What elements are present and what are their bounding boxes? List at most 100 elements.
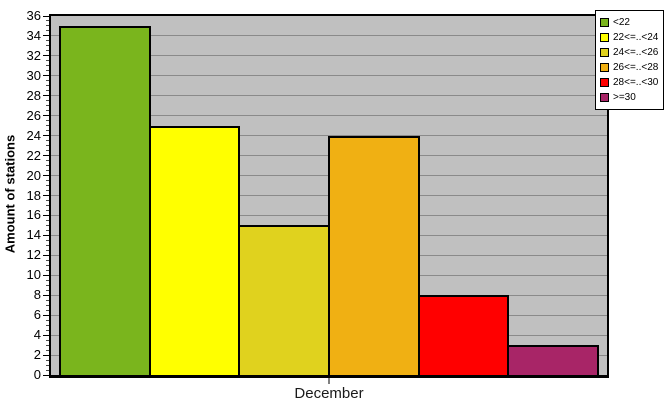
legend-label: 28<=..<30 bbox=[613, 77, 659, 88]
legend-swatch-icon bbox=[600, 93, 609, 102]
y-tick-label: 4 bbox=[33, 327, 41, 343]
legend-swatch-icon bbox=[600, 78, 609, 87]
y-tick-mark bbox=[43, 234, 49, 236]
y-tick-mark bbox=[43, 294, 49, 296]
y-minor-tick bbox=[46, 190, 49, 191]
legend: <22 22<=..<24 24<=..<26 26<=..<28 28<=..<30 >… bbox=[595, 10, 664, 110]
gridline bbox=[51, 135, 607, 137]
legend-item: >=30 bbox=[600, 90, 661, 105]
y-minor-tick bbox=[46, 244, 49, 246]
y-minor-tick bbox=[46, 289, 49, 291]
y-minor-tick bbox=[46, 209, 49, 211]
y-tick-label: 8 bbox=[33, 287, 41, 303]
y-minor-tick bbox=[46, 324, 49, 326]
y-minor-tick bbox=[46, 185, 49, 187]
y-minor-tick bbox=[46, 339, 49, 341]
y-tick-label: 18 bbox=[26, 187, 41, 203]
bar-26<=..<28 bbox=[328, 136, 420, 375]
y-minor-tick bbox=[46, 239, 49, 241]
y-minor-tick bbox=[46, 180, 49, 182]
gridline bbox=[51, 115, 607, 117]
y-minor-tick bbox=[46, 279, 49, 281]
legend-label: 24<=..<26 bbox=[613, 47, 659, 58]
y-minor-tick bbox=[46, 329, 49, 331]
y-tick-label: 12 bbox=[26, 247, 41, 263]
y-minor-tick bbox=[46, 229, 49, 231]
y-minor-tick bbox=[46, 100, 49, 102]
y-tick-mark bbox=[43, 35, 49, 37]
y-tick-label: 30 bbox=[26, 67, 41, 83]
y-tick-mark bbox=[43, 155, 49, 157]
legend-item: 26<=..<28 bbox=[600, 60, 661, 75]
y-minor-tick bbox=[46, 364, 49, 366]
y-minor-tick bbox=[46, 249, 49, 251]
y-minor-tick bbox=[46, 369, 49, 371]
y-tick-label: 32 bbox=[26, 47, 41, 63]
y-tick-mark bbox=[43, 314, 49, 316]
bar->=30 bbox=[507, 345, 600, 375]
gridline bbox=[51, 35, 607, 37]
legend-label: 26<=..<28 bbox=[613, 62, 659, 73]
y-minor-tick bbox=[46, 45, 49, 47]
y-minor-tick bbox=[46, 50, 49, 52]
y-tick-label: 22 bbox=[26, 147, 41, 163]
y-minor-tick bbox=[46, 359, 49, 361]
bar-28<=..<30 bbox=[417, 295, 510, 375]
y-minor-tick bbox=[46, 284, 49, 286]
y-tick-label: 26 bbox=[26, 107, 41, 123]
y-tick-mark bbox=[43, 214, 49, 216]
y-minor-tick bbox=[46, 90, 49, 92]
legend-item: 22<=..<24 bbox=[600, 30, 661, 45]
y-minor-tick bbox=[46, 25, 49, 27]
x-axis-label: December bbox=[294, 385, 364, 402]
y-tick-mark bbox=[43, 175, 49, 177]
y-minor-tick bbox=[46, 199, 49, 201]
y-minor-tick bbox=[46, 145, 49, 147]
y-minor-tick bbox=[46, 264, 49, 266]
y-minor-tick bbox=[46, 125, 49, 127]
y-minor-tick bbox=[46, 344, 49, 346]
legend-label: <22 bbox=[613, 17, 630, 28]
y-tick-mark bbox=[43, 374, 49, 376]
gridline bbox=[51, 55, 607, 57]
y-tick-mark bbox=[43, 334, 49, 336]
y-minor-tick bbox=[46, 319, 49, 321]
legend-swatch-icon bbox=[600, 48, 609, 57]
x-axis-tick bbox=[328, 378, 330, 384]
y-minor-tick bbox=[46, 120, 49, 122]
y-minor-tick bbox=[46, 80, 49, 82]
y-tick-label: 0 bbox=[33, 367, 41, 382]
legend-item: 28<=..<30 bbox=[600, 75, 661, 90]
y-tick-label: 6 bbox=[33, 307, 41, 323]
y-minor-tick bbox=[46, 40, 49, 42]
y-minor-tick bbox=[46, 20, 49, 22]
y-tick-mark bbox=[43, 254, 49, 256]
y-tick-mark bbox=[43, 195, 49, 196]
y-tick-mark bbox=[43, 135, 49, 137]
y-minor-tick bbox=[46, 130, 49, 132]
plot-area bbox=[49, 14, 609, 378]
y-tick-mark bbox=[43, 354, 49, 356]
y-minor-tick bbox=[46, 204, 49, 206]
y-tick-label: 14 bbox=[26, 227, 41, 243]
y-tick-label: 28 bbox=[26, 87, 41, 103]
y-tick-label: 20 bbox=[26, 167, 41, 183]
y-minor-tick bbox=[46, 150, 49, 152]
y-minor-tick bbox=[46, 170, 49, 172]
y-minor-tick bbox=[46, 349, 49, 351]
y-minor-tick bbox=[46, 65, 49, 67]
y-tick-mark bbox=[43, 15, 49, 17]
y-minor-tick bbox=[46, 259, 49, 261]
y-tick-label: 34 bbox=[26, 27, 41, 43]
y-tick-mark bbox=[43, 274, 49, 276]
legend-label: >=30 bbox=[613, 92, 636, 103]
y-minor-tick bbox=[46, 165, 49, 167]
y-tick-label: 2 bbox=[33, 347, 41, 363]
legend-swatch-icon bbox=[600, 33, 609, 42]
y-minor-tick bbox=[46, 269, 49, 271]
y-tick-mark bbox=[43, 75, 49, 77]
legend-swatch-icon bbox=[600, 18, 609, 27]
y-tick-label: 24 bbox=[26, 127, 41, 143]
legend-item: <22 bbox=[600, 15, 661, 30]
